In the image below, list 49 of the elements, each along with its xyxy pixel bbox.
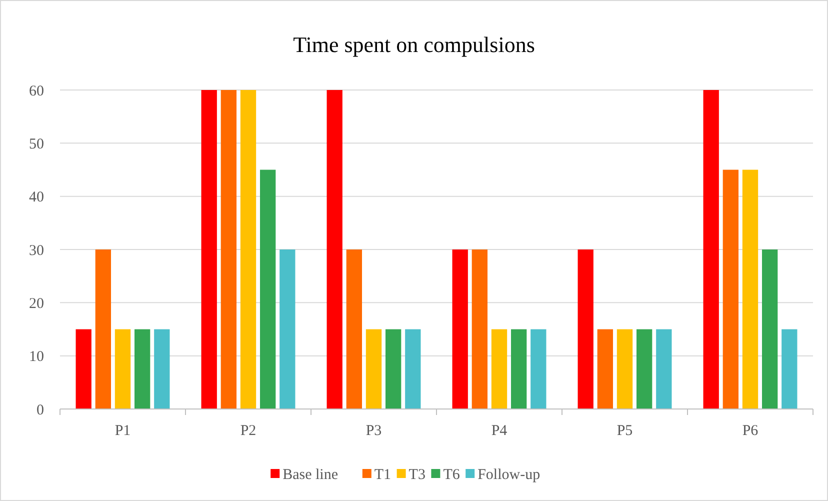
bar <box>452 250 468 409</box>
bar <box>530 329 546 409</box>
bar <box>95 250 112 409</box>
bar <box>154 329 170 409</box>
y-tick-label: 0 <box>36 402 44 418</box>
bar <box>326 90 342 409</box>
bar <box>491 329 508 409</box>
y-tick-label: 10 <box>29 349 44 366</box>
y-tick-label: 20 <box>29 296 44 312</box>
legend-label: T6 <box>443 467 460 483</box>
bar <box>742 170 758 409</box>
bar <box>346 250 362 409</box>
x-tick-label: P2 <box>240 423 256 439</box>
bar <box>114 329 131 409</box>
bar <box>260 170 276 409</box>
bar <box>656 329 672 409</box>
bar <box>201 90 217 409</box>
bar <box>240 90 256 409</box>
bar <box>366 329 382 409</box>
bar <box>280 250 296 409</box>
bar <box>636 329 652 409</box>
bar <box>76 329 92 409</box>
bar <box>782 329 798 409</box>
bar <box>703 90 719 409</box>
y-tick-label: 30 <box>29 242 44 259</box>
bar <box>472 250 488 409</box>
bar <box>616 329 633 409</box>
legend-label: Base line <box>282 467 338 483</box>
x-tick-label: P4 <box>491 423 508 439</box>
bar <box>722 170 739 409</box>
legend-label: Follow-up <box>478 467 540 483</box>
legend-label: T3 <box>408 467 426 483</box>
bar <box>578 250 594 409</box>
legend-label: T1 <box>374 467 392 483</box>
bar <box>762 250 778 409</box>
bar <box>134 329 150 409</box>
bar <box>510 329 527 409</box>
x-tick-label: P3 <box>366 423 382 439</box>
y-tick-label: 50 <box>29 136 44 152</box>
bar <box>405 329 421 409</box>
x-tick-label: P1 <box>114 423 131 439</box>
y-tick-label: 40 <box>29 190 44 206</box>
x-tick-label: P6 <box>742 423 759 439</box>
bar <box>385 329 402 409</box>
x-tick-label: P5 <box>616 423 633 439</box>
chart-title: Time spent on compulsions <box>293 32 535 57</box>
y-tick-label: 60 <box>29 83 44 100</box>
bar <box>220 90 237 409</box>
bar <box>597 329 614 409</box>
